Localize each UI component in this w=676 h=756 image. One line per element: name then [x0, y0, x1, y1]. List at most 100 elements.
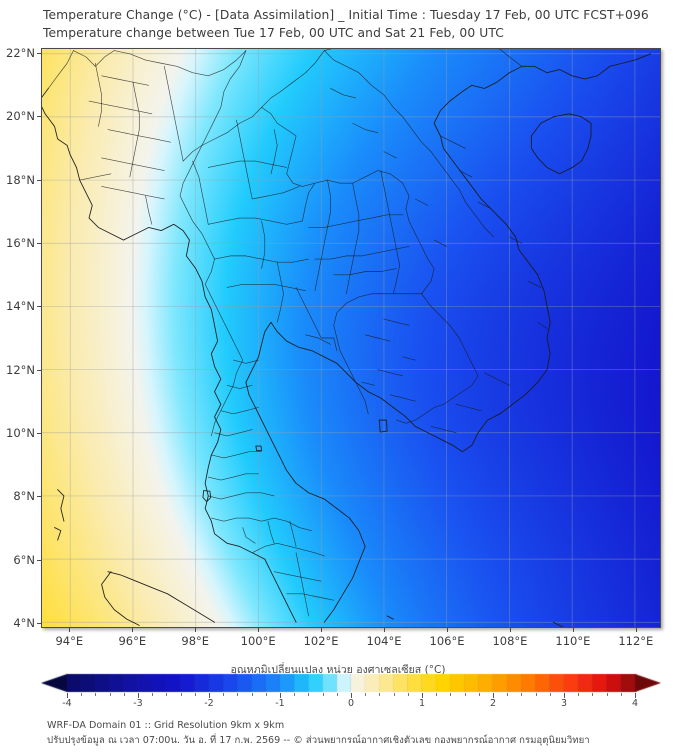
y-axis-tick-16: 16°N	[6, 235, 35, 250]
colorbar-minor-tick	[620, 693, 622, 696]
colorbar-minor-tick	[152, 693, 154, 696]
y-axis-tick-mark	[37, 242, 41, 244]
graticule-grid	[42, 49, 660, 627]
colorbar-minor-tick	[336, 693, 338, 696]
colorbar-major-tick	[635, 693, 636, 698]
colorbar-tick-label-7: 3	[560, 698, 568, 709]
colorbar-minor-tick	[223, 693, 225, 696]
colorbar-minor-tick	[393, 693, 395, 696]
y-axis-tick-mark	[37, 369, 41, 371]
colorbar-minor-tick	[407, 693, 409, 696]
map-plot-area	[41, 48, 661, 628]
y-axis-tick-8: 8°N	[13, 489, 35, 504]
colorbar-tick-label-3: -1	[275, 698, 285, 709]
x-axis-tick-mark	[258, 628, 260, 632]
colorbar-minor-tick	[478, 693, 480, 696]
y-axis-tick-mark	[37, 559, 41, 561]
y-axis-tick-mark	[37, 433, 41, 435]
colorbar	[41, 673, 661, 693]
colorbar-major-tick	[138, 693, 139, 698]
colorbar-minor-tick	[436, 693, 438, 696]
colorbar-minor-tick	[95, 693, 97, 696]
colorbar-minor-tick	[521, 693, 523, 696]
y-axis-tick-22: 22°N	[6, 45, 35, 60]
colorbar-minor-tick	[265, 693, 267, 696]
y-axis-tick-14: 14°N	[6, 299, 35, 314]
colorbar-minor-tick	[237, 693, 239, 696]
colorbar-minor-tick	[365, 693, 367, 696]
coastline-and-borders	[42, 49, 652, 627]
colorbar-major-tick	[67, 693, 68, 698]
colorbar-minor-tick	[535, 693, 537, 696]
figure-title: Temperature Change (°C) - [Data Assimila…	[43, 7, 663, 42]
title-line-1: Temperature Change (°C) - [Data Assimila…	[43, 8, 649, 22]
colorbar-tick-label-2: -2	[204, 698, 214, 709]
colorbar-major-tick	[564, 693, 565, 698]
y-axis-tick-20: 20°N	[6, 109, 35, 124]
colorbar-minor-tick	[81, 693, 83, 696]
y-axis-tick-mark	[37, 623, 41, 625]
title-line-2: Temperature change between Tue 17 Feb, 0…	[43, 25, 504, 40]
colorbar-tick-label-0: -4	[62, 698, 72, 709]
colorbar-tick-label-8: 4	[631, 698, 639, 709]
y-axis-tick-18: 18°N	[6, 172, 35, 187]
colorbar-major-tick	[280, 693, 281, 698]
colorbar-minor-tick	[578, 693, 580, 696]
x-axis-tick-mark	[446, 628, 448, 632]
x-axis-tick-mark	[69, 628, 71, 632]
x-axis-tick-102: 102°E	[303, 634, 339, 648]
y-axis-tick-12: 12°N	[6, 362, 35, 377]
temperature-change-field	[42, 49, 660, 627]
x-axis-tick-106: 106°E	[429, 634, 465, 648]
colorbar-minor-tick	[123, 693, 125, 696]
x-axis-tick-112: 112°E	[618, 634, 654, 648]
colorbar-minor-tick	[194, 693, 196, 696]
x-axis-tick-108: 108°E	[492, 634, 528, 648]
colorbar-major-tick	[351, 693, 352, 698]
colorbar-minor-tick	[507, 693, 509, 696]
y-axis-tick-mark	[37, 116, 41, 118]
colorbar-minor-tick	[180, 693, 182, 696]
y-axis-tick-10: 10°N	[6, 426, 35, 441]
colorbar-tick-label-1: -3	[133, 698, 143, 709]
y-axis-tick-4: 4°N	[13, 616, 35, 631]
colorbar-major-tick	[493, 693, 494, 698]
colorbar-minor-tick	[606, 693, 608, 696]
colorbar-minor-tick	[464, 693, 466, 696]
x-axis-tick-mark	[132, 628, 134, 632]
x-axis-tick-98: 98°E	[181, 634, 210, 648]
colorbar-minor-tick	[592, 693, 594, 696]
x-axis-tick-mark	[572, 628, 574, 632]
x-axis-tick-110: 110°E	[555, 634, 591, 648]
x-axis-tick-94: 94°E	[55, 634, 84, 648]
colorbar-tick-label-6: 2	[489, 698, 497, 709]
colorbar-minor-tick	[308, 693, 310, 696]
y-axis-tick-mark	[37, 179, 41, 181]
y-axis-tick-6: 6°N	[13, 552, 35, 567]
y-axis-tick-mark	[37, 306, 41, 308]
x-axis-tick-mark	[635, 628, 637, 632]
colorbar-major-tick	[422, 693, 423, 698]
colorbar-minor-tick	[109, 693, 111, 696]
colorbar-axis: -4 -3 -2 -1 0 1 2 3 4	[41, 693, 661, 709]
colorbar-tick-label-5: 1	[418, 698, 426, 709]
colorbar-minor-tick	[549, 693, 551, 696]
footer-line-2: ปรับปรุงข้อมูล ณ เวลา 07:00น. วัน อ. ที่…	[47, 734, 590, 746]
colorbar-minor-tick	[294, 693, 296, 696]
x-axis-tick-mark	[509, 628, 511, 632]
figure-footer: WRF-DA Domain 01 :: Grid Resolution 9km …	[47, 719, 667, 748]
x-axis-tick-104: 104°E	[366, 634, 402, 648]
y-axis-tick-mark	[37, 52, 41, 54]
footer-line-1: WRF-DA Domain 01 :: Grid Resolution 9km …	[47, 720, 285, 731]
colorbar-tick-label-4: 0	[347, 698, 355, 709]
x-axis-tick-mark	[321, 628, 323, 632]
colorbar-major-tick	[209, 693, 210, 698]
x-axis-tick-100: 100°E	[240, 634, 276, 648]
colorbar-minor-tick	[251, 693, 253, 696]
colorbar-minor-tick	[379, 693, 381, 696]
colorbar-minor-tick	[322, 693, 324, 696]
x-axis-tick-mark	[195, 628, 197, 632]
x-axis-tick-96: 96°E	[118, 634, 147, 648]
colorbar-minor-tick	[166, 693, 168, 696]
